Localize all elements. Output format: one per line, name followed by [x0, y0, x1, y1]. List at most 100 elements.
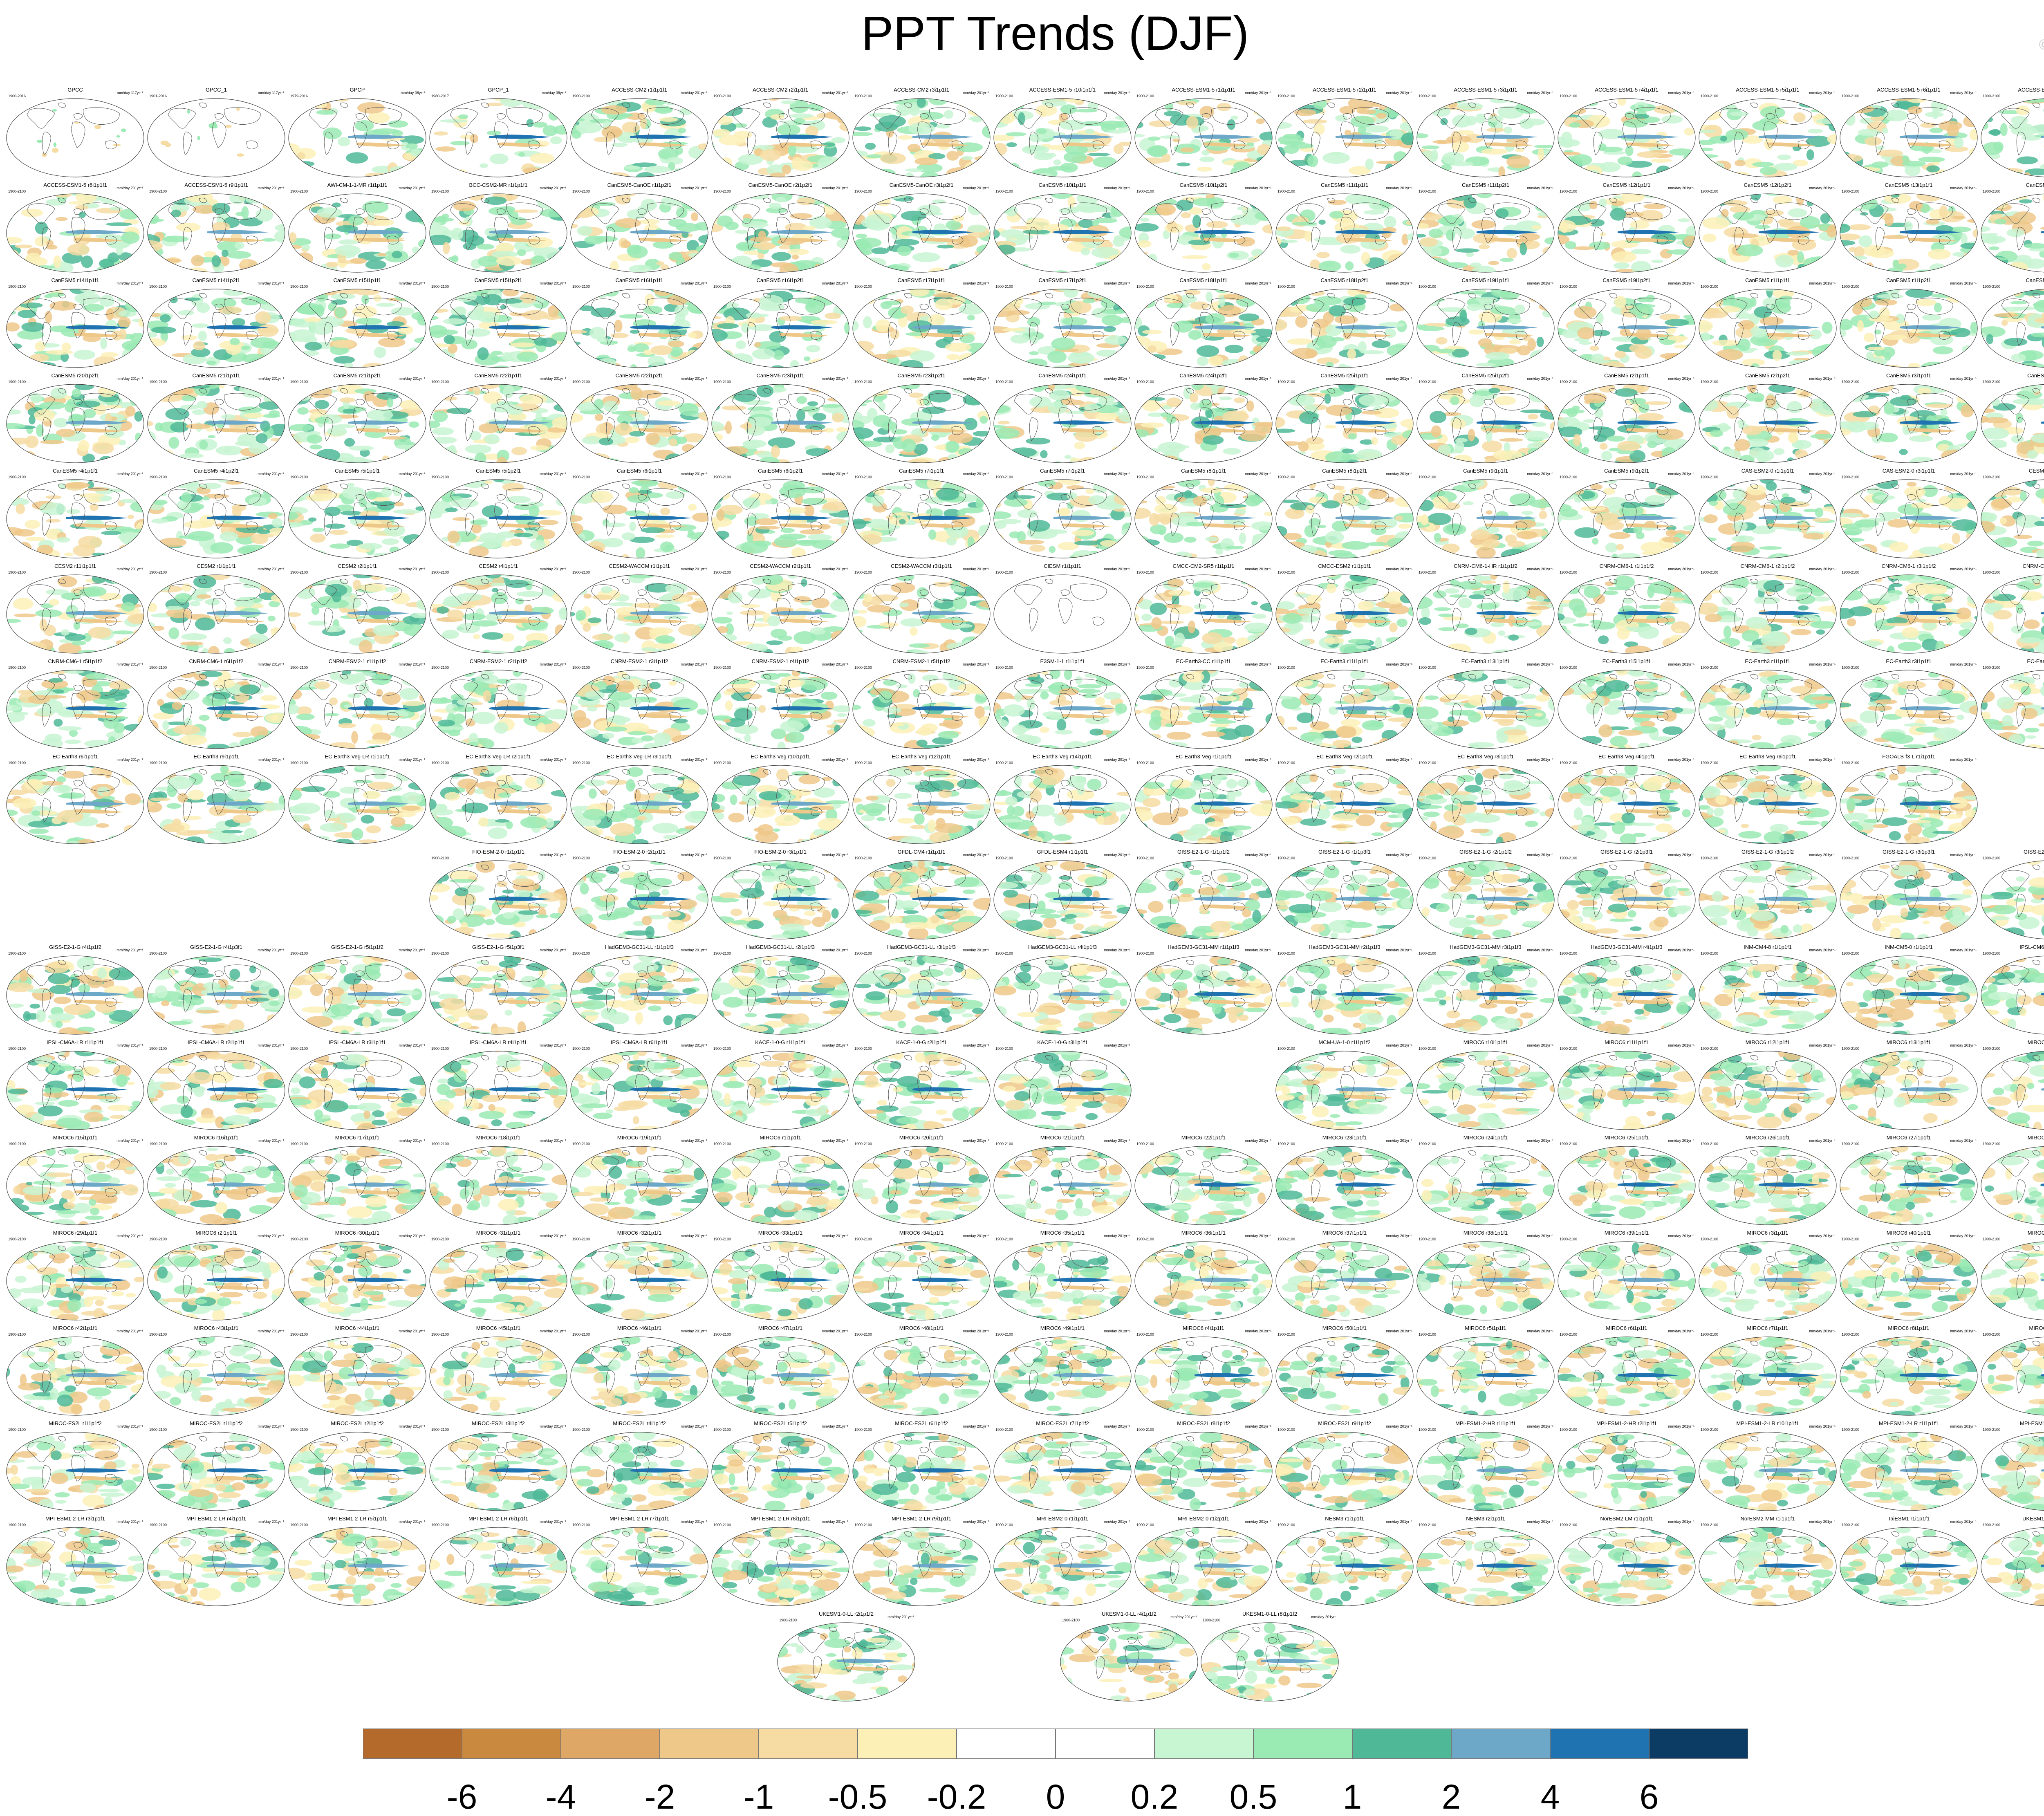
world-map	[1838, 285, 1979, 371]
world-map	[992, 857, 1133, 943]
world-map	[1133, 476, 1274, 562]
world-map	[1556, 1143, 1697, 1229]
colorbar-tick-label: -2	[611, 1778, 709, 1815]
world-map	[5, 95, 146, 181]
world-map	[1838, 857, 1979, 943]
world-map	[569, 666, 710, 752]
colorbar-tick-label: -4	[512, 1778, 610, 1815]
colorbar-box	[1550, 1729, 1649, 1759]
world-map	[1556, 1333, 1697, 1419]
colorbar-tick-label: -0.2	[908, 1778, 1006, 1815]
world-map	[1274, 381, 1415, 466]
world-map	[569, 1238, 710, 1324]
world-map	[710, 285, 851, 371]
colorbar	[363, 1729, 1748, 1760]
world-map	[1133, 95, 1274, 181]
world-map	[1274, 1428, 1415, 1514]
world-map	[1697, 1143, 1838, 1229]
world-map	[5, 1333, 146, 1419]
world-map	[1133, 1428, 1274, 1514]
world-map	[287, 190, 428, 276]
world-map	[710, 190, 851, 276]
world-map	[851, 1524, 992, 1610]
world-map	[1697, 1524, 1838, 1610]
world-map	[1838, 381, 1979, 466]
world-map	[1838, 1047, 1979, 1133]
world-map	[992, 190, 1133, 276]
world-map	[851, 571, 992, 657]
world-map	[5, 1047, 146, 1133]
world-map	[851, 666, 992, 752]
world-map	[428, 1047, 569, 1133]
world-map	[146, 571, 287, 657]
world-map	[428, 190, 569, 276]
world-map	[710, 952, 851, 1038]
colorbar-tick-label: 0	[1006, 1778, 1105, 1815]
world-map	[5, 476, 146, 562]
world-map	[569, 571, 710, 657]
colorbar-box	[858, 1729, 957, 1759]
world-map	[5, 1238, 146, 1324]
colorbar-tick-label: -6	[413, 1778, 511, 1815]
world-map	[287, 1238, 428, 1324]
world-map	[1979, 1143, 2044, 1229]
world-map	[569, 952, 710, 1038]
world-map	[428, 1333, 569, 1419]
panel-title: CanESM5 r20i1p1f1	[1979, 277, 2044, 283]
world-map	[992, 1333, 1133, 1419]
world-map	[428, 1238, 569, 1324]
world-map	[1979, 285, 2044, 371]
world-map	[851, 762, 992, 847]
world-map	[287, 1428, 428, 1514]
world-map	[1274, 762, 1415, 847]
colorbar-box	[363, 1729, 462, 1759]
world-map	[5, 190, 146, 276]
world-map	[5, 1524, 146, 1610]
world-map	[146, 1143, 287, 1229]
world-map	[569, 285, 710, 371]
world-map	[1838, 666, 1979, 752]
world-map	[851, 285, 992, 371]
world-map	[1697, 666, 1838, 752]
